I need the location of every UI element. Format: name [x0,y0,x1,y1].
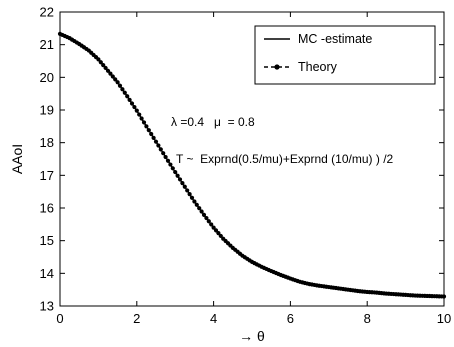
theory-point [213,228,219,233]
theory-point [139,116,144,121]
y-tick-label: 19 [40,103,54,118]
theory-point [137,112,142,117]
theory-point [182,184,187,189]
theory-point [180,180,185,186]
theory-point [113,77,118,82]
theory-point [199,209,204,214]
theory-point [144,124,149,129]
theory-point [103,65,108,71]
y-tick-label: 13 [40,299,54,314]
theory-point [185,188,190,193]
theory-point [141,120,147,125]
theory-point [216,231,221,236]
theory-point [129,101,135,106]
y-tick-label: 21 [40,37,54,52]
series-layer [57,31,447,299]
theory-point [153,139,159,144]
theory-point [187,192,192,197]
theory-point [173,169,178,175]
theory-point [108,71,113,76]
y-tick-label: 17 [40,168,54,183]
theory-point [120,87,125,92]
theory-point [175,173,180,178]
x-axis-label: → θ [239,328,265,344]
x-tick-label: 10 [437,311,451,326]
formula-annotation: T ~ Exprnd(0.5/mu)+Exprnd (10/mu) ) /2 [176,152,394,166]
theory-point [115,80,120,85]
legend-label-mc: MC -estimate [298,32,372,46]
theory-point [105,68,111,73]
theory-point [177,177,183,182]
legend-marker-theory [274,64,280,70]
x-tick-label: 4 [210,311,217,326]
y-tick-label: 14 [40,266,54,281]
legend-label-theory: Theory [298,60,338,74]
y-tick-label: 16 [40,201,54,216]
theory-point [101,62,106,68]
theory-point [194,202,199,207]
theory-point [168,162,173,167]
x-tick-label: 2 [133,311,140,326]
theory-point [110,74,115,79]
tick-layer: 0 2 4 6 8 10 13 14 15 16 17 18 19 20 21 22 [40,5,452,327]
y-tick-label: 20 [40,70,54,85]
theory-point [149,131,154,137]
x-tick-label: 6 [287,311,294,326]
theory-point [146,128,151,133]
theory-point [206,219,211,224]
y-axis-label: AAoI [9,144,25,174]
theory-point [165,158,171,163]
x-tick-label: 0 [56,311,63,326]
theory-point [161,151,166,156]
x-tick-label: 8 [364,311,371,326]
theory-point [170,166,175,171]
theory-point [192,199,197,204]
theory-point [204,215,209,221]
theory-point [201,212,207,217]
y-tick-label: 15 [40,233,54,248]
params-annotation: λ =0.4 μ = 0.8 [171,115,255,129]
theory-point [127,97,132,102]
plot-frame [59,11,445,307]
theory-point [158,147,163,152]
theory-point [218,233,223,239]
theory-point [98,60,103,65]
theory-point [122,90,127,95]
y-tick-label: 18 [40,135,54,150]
theory-point [125,94,130,99]
theory-point [151,135,156,140]
theory-point [117,83,123,88]
theory-point [189,195,195,200]
theory-point [197,206,202,211]
legend-box [254,25,436,85]
theory-point [156,143,161,148]
theory-point [211,225,216,230]
theory-point [134,108,139,113]
legend: MC -estimate Theory [254,25,436,85]
theory-point [132,104,137,110]
y-tick-label: 22 [40,5,54,20]
theory-point [163,154,168,160]
theory-point [96,57,101,62]
theory-point [209,222,214,227]
